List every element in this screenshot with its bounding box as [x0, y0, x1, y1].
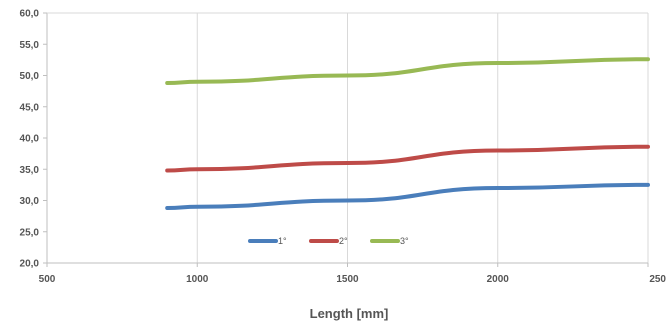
- series-line: [165, 144, 650, 173]
- series-line: [165, 182, 650, 210]
- x-tick-label: 1000: [186, 274, 209, 285]
- y-tick-label: 35,0: [20, 165, 40, 176]
- y-tick-label: 55,0: [20, 40, 40, 51]
- tick-labels: 20,0 25,0 30,0 35,0 40,0 45,0 50,0 55,0 60,0 500 1…: [20, 9, 667, 286]
- grid-lines: [196, 13, 649, 263]
- legend-label: 3°: [400, 236, 409, 246]
- series-line: [165, 57, 650, 85]
- x-tick-label: 500: [39, 274, 56, 285]
- y-tick-label: 40,0: [20, 134, 40, 145]
- legend-label: 2°: [339, 236, 348, 246]
- y-tick-label: 20,0: [20, 259, 40, 270]
- y-tick-label: 45,0: [20, 102, 40, 113]
- legend: 1° 2° 3°: [248, 236, 409, 246]
- x-tick-label: 1500: [336, 274, 359, 285]
- legend-label: 1°: [278, 236, 287, 246]
- x-tick-label: 2000: [487, 274, 510, 285]
- x-axis-title: Length [mm]: [310, 306, 389, 321]
- x-tick-label: 250: [649, 274, 666, 285]
- axes: [43, 12, 649, 267]
- data-series: [165, 57, 650, 210]
- y-tick-label: 50,0: [20, 71, 40, 82]
- y-tick-label: 60,0: [20, 9, 40, 20]
- y-tick-label: 30,0: [20, 196, 40, 207]
- y-tick-label: 25,0: [20, 227, 40, 238]
